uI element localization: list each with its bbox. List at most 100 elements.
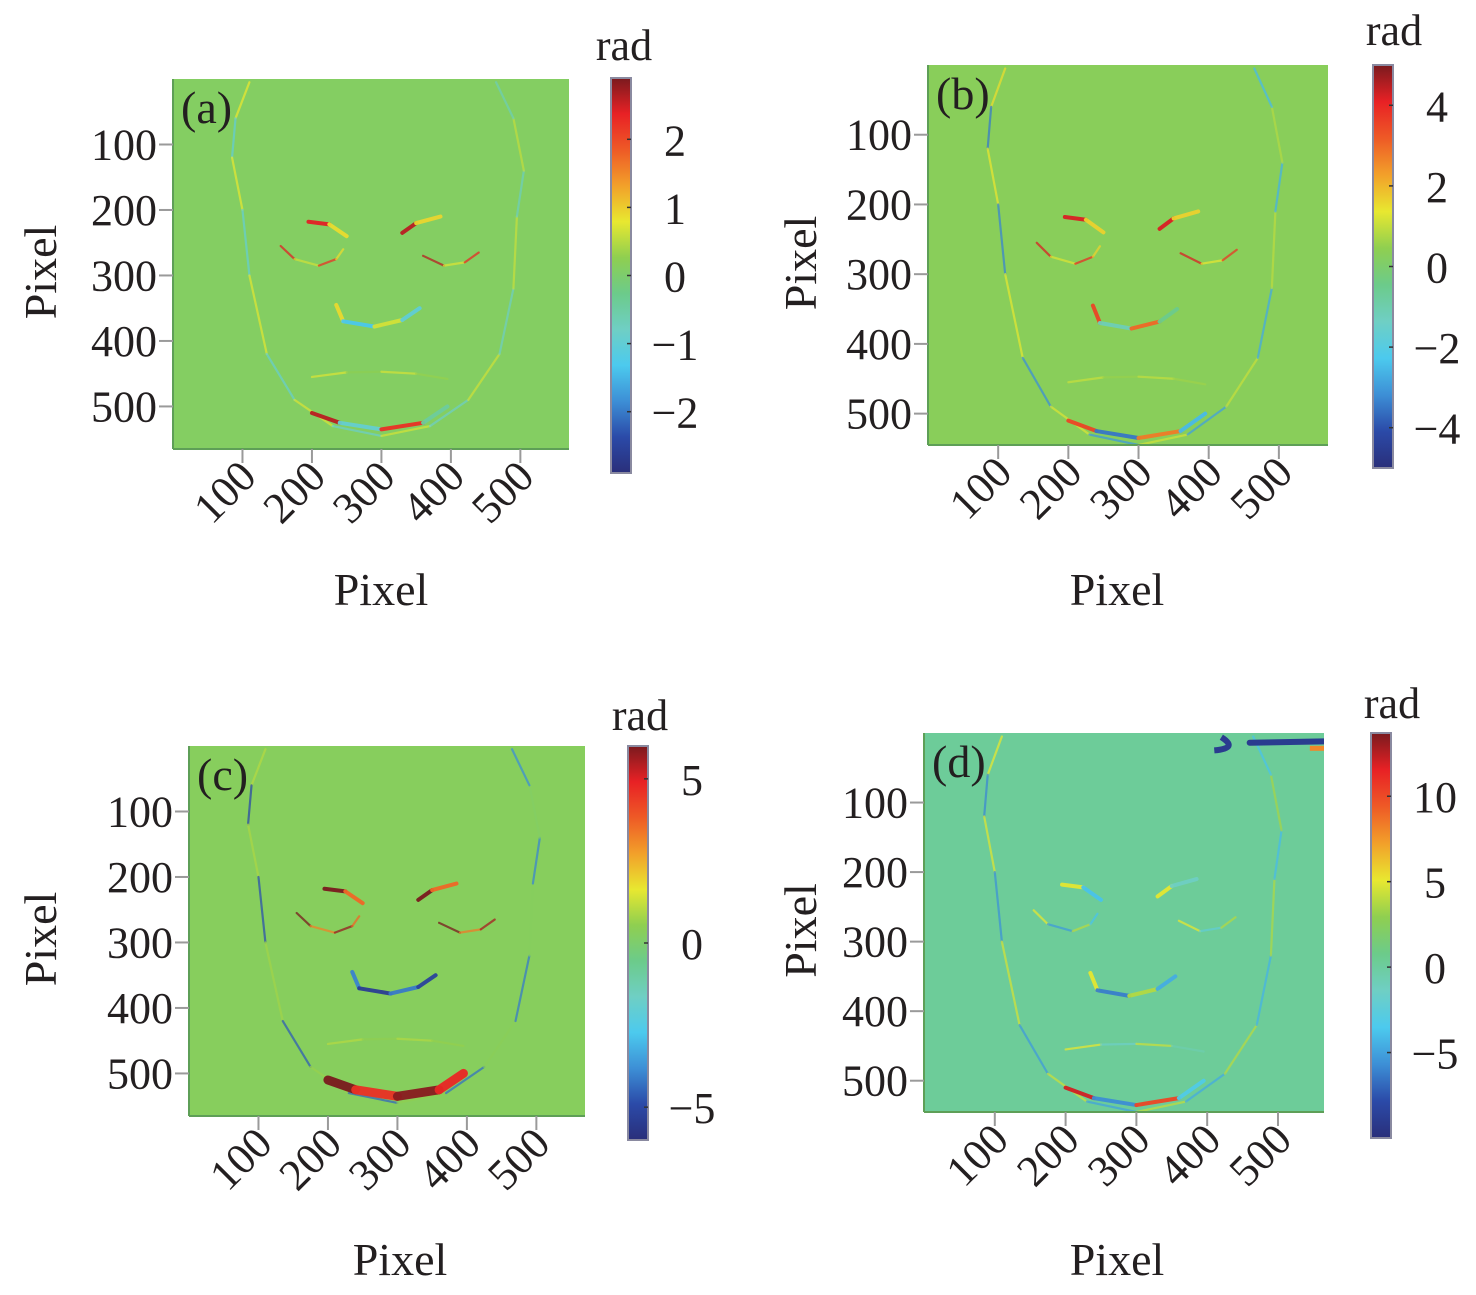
panel-b: (b)100200300400500100200300400500PixelPi… [775, 6, 1460, 615]
feature-face-outline [241, 208, 251, 277]
feature-right-eye [1199, 926, 1223, 933]
y-tick-label: 300 [107, 918, 173, 967]
feature-left-eyebrow [1081, 885, 1103, 902]
feature-chin [379, 420, 426, 432]
feature-right-eye [1179, 252, 1203, 265]
colorbar [1370, 732, 1392, 1139]
feature-face-outline [1135, 1100, 1188, 1112]
feature-left-eye [1032, 909, 1049, 926]
feature-nose [1088, 970, 1100, 993]
feature-right-eyebrow [1171, 209, 1201, 221]
feature-nose [1155, 974, 1178, 991]
feature-face-outline [281, 1019, 312, 1068]
x-axis-label: Pixel [334, 564, 429, 615]
feature-right-eye [463, 251, 480, 264]
feature-chin [309, 410, 342, 425]
feature-face-outline [514, 954, 531, 1023]
x-axis-label: Pixel [1070, 564, 1165, 615]
feature-left-eyebrow [1062, 215, 1088, 222]
x-tick-label: 200 [1010, 447, 1091, 528]
x-tick-label: 500 [478, 1118, 559, 1199]
feature-top-right-artifact [1246, 738, 1324, 746]
feature-right-eye [458, 928, 482, 934]
feature-face-outline [248, 274, 268, 356]
feature-left-eye [1071, 923, 1092, 933]
heatmap-features [983, 734, 1324, 1112]
feature-right-eyebrow [414, 214, 443, 226]
feature-chin [1178, 411, 1208, 434]
colorbar-tick-label: 5 [1424, 859, 1446, 908]
feature-face-outline [246, 823, 260, 879]
x-tick-label: 200 [1007, 1114, 1088, 1195]
y-tick-label: 200 [91, 186, 157, 235]
heatmap-background [924, 733, 1324, 1112]
feature-face-outline [483, 1019, 517, 1068]
colorbar-unit-label: rad [596, 21, 652, 70]
feature-face-outline [983, 773, 989, 818]
feature-face-outline [494, 81, 515, 120]
feature-chin [421, 404, 450, 425]
panel-c: (c)100200300400500100200300400500PixelPi… [15, 691, 715, 1285]
feature-face-outline [1274, 161, 1284, 213]
panel-label: (a) [181, 82, 232, 133]
feature-face-outline [234, 81, 251, 120]
feature-left-eye [1046, 923, 1074, 933]
feature-nose [1090, 303, 1102, 325]
feature-left-eye [293, 257, 320, 267]
feature-face-outline [1137, 433, 1189, 445]
x-tick-label: 100 [937, 1114, 1018, 1195]
feature-left-eyebrow [343, 889, 365, 906]
feature-face-outline [512, 215, 518, 290]
x-tick-label: 100 [184, 451, 265, 532]
feature-nose [334, 302, 346, 324]
panel-label: (d) [932, 736, 986, 787]
feature-chin [1063, 1085, 1096, 1101]
x-tick-label: 300 [1080, 447, 1161, 528]
feature-right-eye [1200, 259, 1224, 265]
feature-left-eye [295, 911, 312, 928]
feature-face-outline [997, 203, 1007, 276]
y-tick-label: 100 [842, 779, 908, 828]
heatmap-features [986, 67, 1284, 445]
panel-d: (d)100200300400500100200300400500PixelPi… [775, 679, 1458, 1285]
feature-face-outline [983, 815, 996, 874]
feature-chin [323, 1075, 361, 1095]
x-tick-label: 300 [1078, 1114, 1159, 1195]
y-tick-label: 500 [91, 382, 157, 431]
feature-face-outline [1186, 405, 1228, 436]
feature-chin [1176, 1078, 1206, 1101]
feature-face-outline [1018, 1023, 1049, 1075]
x-axis-label: Pixel [353, 1234, 448, 1285]
y-tick-label: 200 [842, 848, 908, 897]
colorbar-tick-label: 0 [1424, 944, 1446, 993]
feature-nose [1157, 307, 1180, 324]
feature-left-eye [317, 257, 338, 267]
feature-mouth [1102, 375, 1140, 379]
feature-mouth [326, 1038, 364, 1046]
feature-left-eye [1035, 241, 1052, 258]
colorbar-tick-label: 10 [1413, 773, 1457, 822]
panel-label: (c) [197, 749, 248, 800]
feature-face-outline [1253, 67, 1273, 108]
feature-chin [1134, 1096, 1181, 1108]
colorbar-unit-label: rad [1366, 6, 1422, 55]
feature-mouth [1067, 376, 1105, 384]
feature-face-outline [1223, 1023, 1258, 1075]
feature-face-outline [396, 1091, 448, 1105]
heatmap-background [173, 79, 569, 449]
x-tick-label: 200 [254, 451, 335, 532]
feature-face-outline [986, 105, 993, 150]
y-tick-label: 400 [107, 984, 173, 1033]
x-tick-label: 200 [270, 1118, 351, 1199]
feature-chin [392, 1085, 444, 1101]
y-tick-label: 200 [846, 180, 912, 229]
feature-face-outline [230, 156, 244, 212]
heatmap-background [928, 65, 1328, 445]
feature-left-eyebrow [1060, 882, 1086, 890]
feature-mouth [361, 1037, 399, 1041]
y-axis-label: Pixel [775, 216, 826, 311]
feature-chin [1136, 429, 1183, 441]
feature-face-outline [467, 352, 501, 401]
feature-face-outline [498, 287, 515, 356]
